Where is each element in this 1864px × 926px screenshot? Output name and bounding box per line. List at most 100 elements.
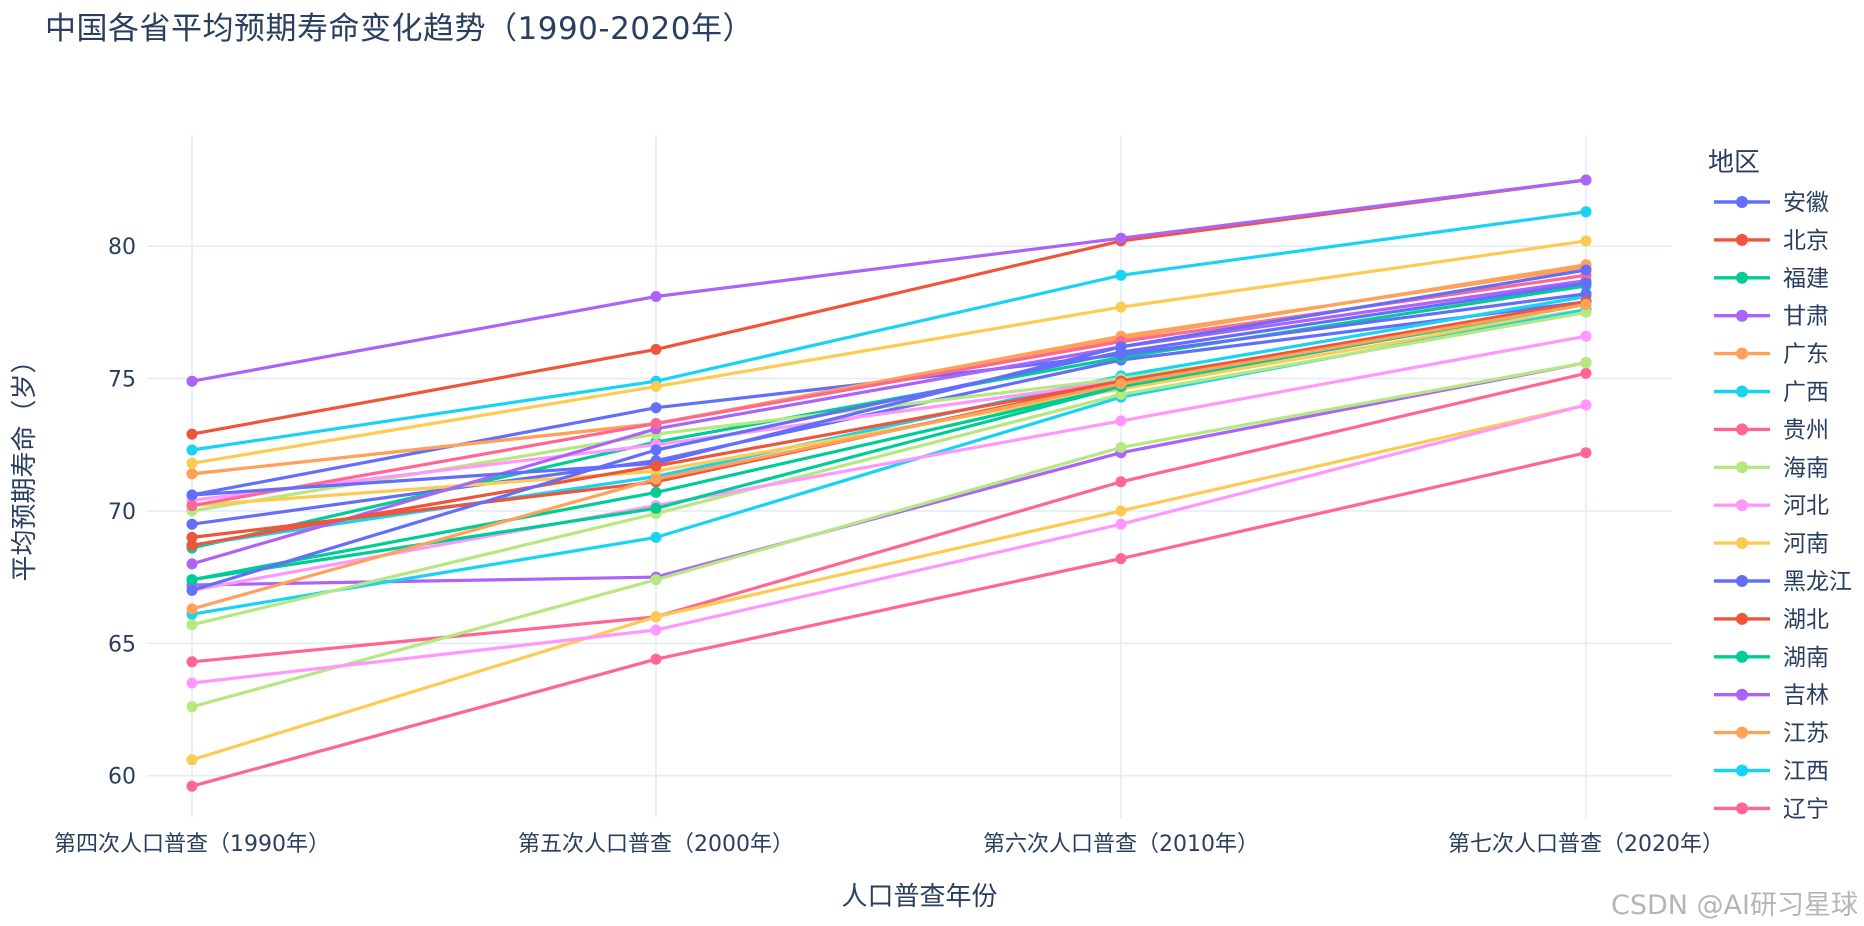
data-point xyxy=(1115,476,1127,488)
data-point xyxy=(186,428,198,440)
legend-label: 黑龙江 xyxy=(1783,569,1852,595)
x-tick-label: 第五次人口普查（2000年） xyxy=(518,832,794,857)
legend-label: 河北 xyxy=(1783,493,1829,519)
legend-item[interactable]: 福建 xyxy=(1714,266,1829,292)
series xyxy=(186,174,1592,387)
data-point xyxy=(1115,415,1127,427)
data-point xyxy=(1115,441,1127,453)
data-point xyxy=(650,486,662,498)
legend-label: 甘肃 xyxy=(1783,304,1829,330)
data-point xyxy=(186,375,198,387)
legend-marker xyxy=(1736,423,1748,436)
data-point xyxy=(650,444,662,456)
legend-item[interactable]: 江西 xyxy=(1714,759,1829,785)
legend-label: 广东 xyxy=(1783,342,1829,368)
legend-marker xyxy=(1736,650,1748,663)
data-point xyxy=(650,653,662,665)
y-axis-tick-labels: 60 65 70 75 80 xyxy=(108,235,136,789)
data-point xyxy=(1580,235,1592,247)
legend-marker xyxy=(1736,726,1748,739)
legend-item[interactable]: 广东 xyxy=(1714,342,1829,368)
legend-item[interactable]: 吉林 xyxy=(1714,683,1829,709)
legend-label: 贵州 xyxy=(1783,417,1829,443)
legend-label: 吉林 xyxy=(1783,683,1829,709)
legend-item[interactable]: 黑龙江 xyxy=(1714,569,1852,595)
data-point xyxy=(186,500,198,512)
legend-label: 海南 xyxy=(1783,455,1829,481)
series xyxy=(186,306,1592,631)
legend-label: 北京 xyxy=(1783,228,1829,254)
x-tick-label: 第四次人口普查（1990年） xyxy=(54,832,330,857)
y-tick-label: 70 xyxy=(108,500,136,525)
data-point xyxy=(186,780,198,792)
legend-marker xyxy=(1736,271,1748,284)
data-point xyxy=(1115,346,1127,358)
data-point xyxy=(1580,306,1592,318)
y-tick-label: 80 xyxy=(108,235,136,260)
y-tick-label: 60 xyxy=(108,765,136,790)
legend-marker xyxy=(1736,309,1748,322)
legend-label: 江苏 xyxy=(1783,721,1829,747)
legend-item[interactable]: 广西 xyxy=(1714,380,1829,406)
data-point xyxy=(650,531,662,543)
legend-item[interactable]: 江苏 xyxy=(1714,721,1829,747)
x-tick-label: 第六次人口普查（2010年） xyxy=(983,832,1259,857)
legend-marker xyxy=(1736,233,1748,246)
legend-marker xyxy=(1736,537,1748,550)
data-point xyxy=(650,473,662,485)
series xyxy=(186,357,1592,591)
series xyxy=(186,235,1592,469)
legend-item[interactable]: 安徽 xyxy=(1714,190,1829,216)
x-tick-label: 第七次人口普查（2020年） xyxy=(1448,832,1724,857)
data-point xyxy=(1580,174,1592,186)
series xyxy=(186,447,1592,792)
series-line xyxy=(191,334,1587,592)
data-point xyxy=(650,502,662,514)
legend-item[interactable]: 湖北 xyxy=(1714,607,1829,633)
legend-item[interactable]: 北京 xyxy=(1714,228,1829,254)
legend-item[interactable]: 湖南 xyxy=(1714,645,1829,671)
series xyxy=(186,277,1592,596)
legend-label: 安徽 xyxy=(1783,190,1829,216)
data-point xyxy=(186,603,198,615)
data-point xyxy=(186,656,198,668)
legend-label: 湖北 xyxy=(1783,607,1829,633)
data-point xyxy=(1580,298,1592,310)
legend-item[interactable]: 海南 xyxy=(1714,455,1829,481)
legend-marker xyxy=(1736,688,1748,701)
data-point xyxy=(1580,447,1592,459)
series-line xyxy=(191,210,1587,452)
data-point xyxy=(186,584,198,596)
legend-item[interactable]: 河南 xyxy=(1714,531,1829,557)
data-point xyxy=(1580,399,1592,411)
data-point xyxy=(186,518,198,530)
data-point xyxy=(1115,269,1127,281)
legend-item[interactable]: 甘肃 xyxy=(1714,304,1829,330)
series xyxy=(186,330,1592,596)
series-lines xyxy=(186,174,1592,792)
series-line xyxy=(191,302,1587,611)
series xyxy=(186,399,1592,689)
y-tick-label: 65 xyxy=(108,632,136,657)
grid-lines xyxy=(147,135,1672,818)
data-point xyxy=(650,418,662,430)
data-point xyxy=(186,489,198,501)
data-point xyxy=(186,558,198,570)
data-point xyxy=(1580,206,1592,218)
data-point xyxy=(650,291,662,302)
legend-item[interactable]: 辽宁 xyxy=(1714,796,1829,822)
data-point xyxy=(1580,357,1592,369)
series-line xyxy=(191,268,1587,497)
data-point xyxy=(1115,232,1127,244)
legend-marker xyxy=(1736,575,1748,587)
legend-marker xyxy=(1736,461,1748,474)
x-axis-title: 人口普查年份 xyxy=(841,882,997,912)
legend-item[interactable]: 贵州 xyxy=(1714,417,1829,443)
legend-label: 福建 xyxy=(1783,266,1829,292)
y-axis-title: 平均预期寿命（岁） xyxy=(10,347,40,581)
legend-marker xyxy=(1736,612,1748,625)
legend-item[interactable]: 河北 xyxy=(1714,493,1829,519)
legend-marker xyxy=(1736,385,1748,398)
